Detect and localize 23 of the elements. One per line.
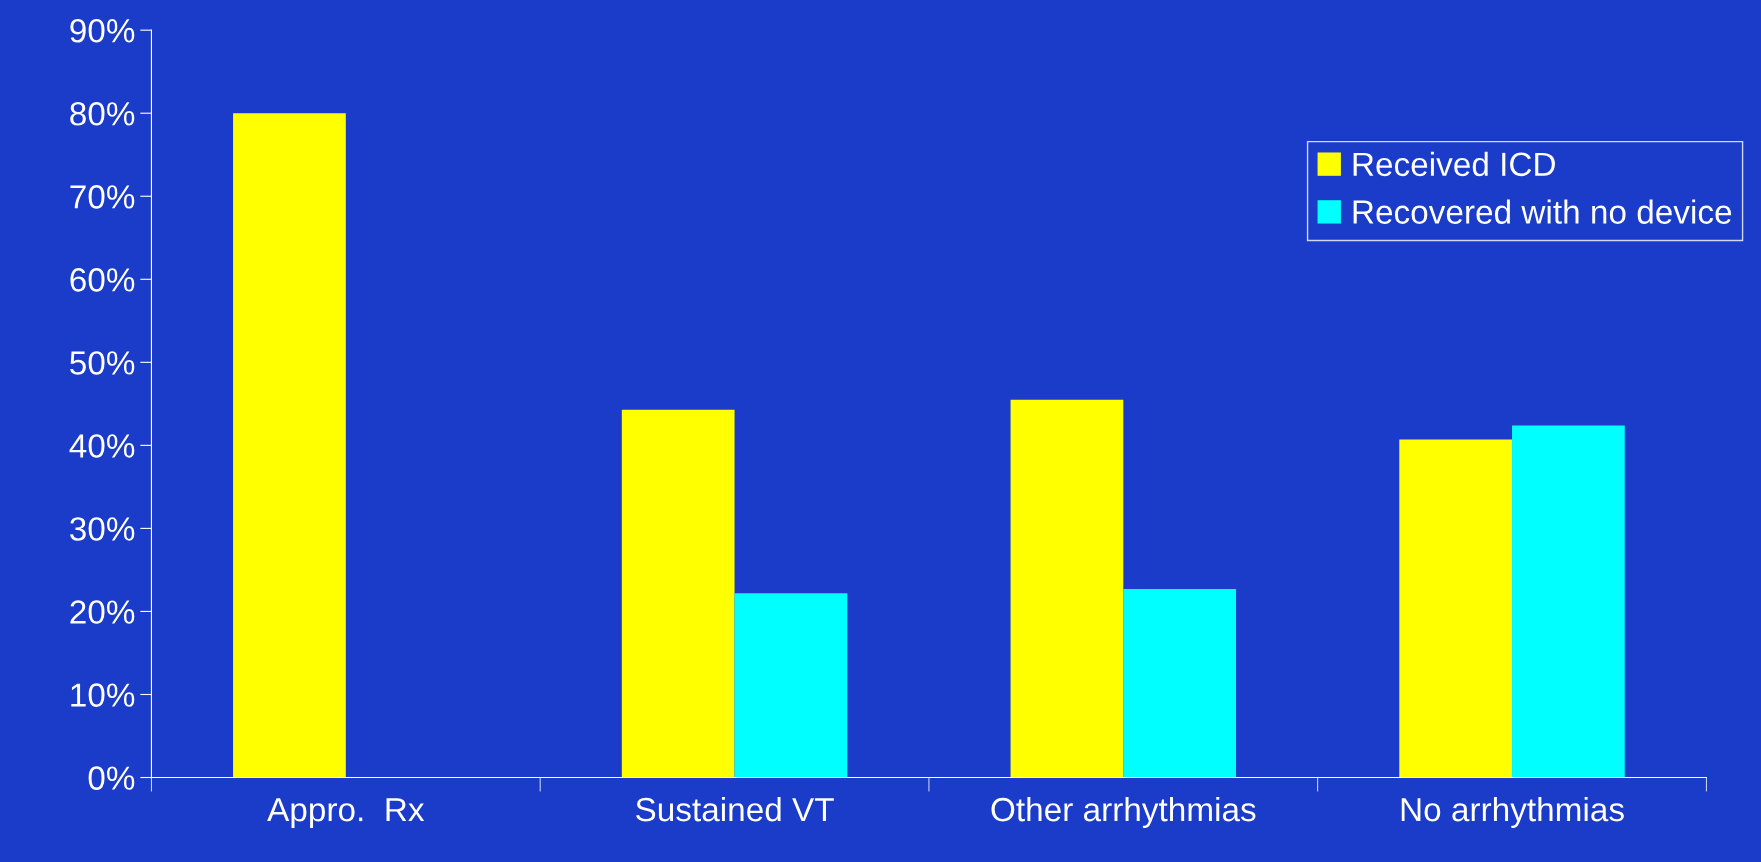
- bar: [734, 593, 848, 778]
- bar: [1399, 439, 1513, 778]
- y-tick-label: 80%: [70, 102, 135, 126]
- bar: [621, 409, 735, 778]
- x-tick-label: Appro. Rx: [267, 798, 425, 829]
- y-tick-label: 20%: [70, 600, 135, 624]
- x-tick-label: Other arrhythmias: [991, 796, 1256, 829]
- x-tick-label: No arrhythmias: [1401, 796, 1624, 829]
- y-tick-label: 30%: [70, 517, 135, 541]
- bar: [1512, 425, 1625, 778]
- y-tick-label: 70%: [70, 185, 135, 209]
- bar: [233, 113, 346, 778]
- legend-label: Received ICD: [1353, 151, 1555, 177]
- y-tick-label: 90%: [70, 18, 135, 43]
- y-tick-label: 40%: [69, 434, 135, 458]
- y-tick-label: 50%: [70, 351, 135, 375]
- y-tick-label: 10%: [71, 683, 135, 707]
- bar: [1010, 399, 1124, 778]
- bar: [1123, 589, 1237, 778]
- y-tick-label: 0%: [88, 766, 135, 790]
- legend-label: Recovered with no device: [1353, 199, 1732, 224]
- y-tick-label: 60%: [70, 268, 135, 292]
- x-tick-label: Sustained VT: [636, 796, 834, 822]
